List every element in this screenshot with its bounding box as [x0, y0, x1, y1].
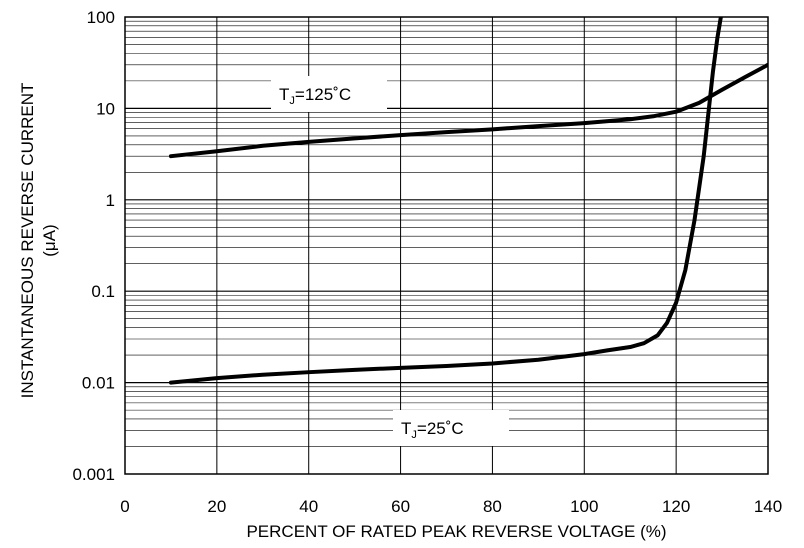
x-tick-labels: 0 20 40 60 80 100 120 140 — [120, 497, 782, 516]
x-tick-label: 80 — [483, 497, 502, 516]
y-tick-label: 0.001 — [72, 465, 115, 484]
x-tick-label: 140 — [754, 497, 782, 516]
x-tick-label: 40 — [299, 497, 318, 516]
series-line-tj-125 — [168, 62, 768, 159]
x-tick-label: 60 — [391, 497, 410, 516]
series-line-tj-25 — [168, 17, 723, 385]
x-tick-label: 100 — [570, 497, 598, 516]
x-tick-label: 20 — [207, 497, 226, 516]
series-label-bg — [271, 76, 387, 112]
series-labels: TJ=125˚C TJ=25˚C — [271, 76, 509, 446]
y-tick-label: 0.01 — [82, 374, 115, 393]
x-axis-title: PERCENT OF RATED PEAK REVERSE VOLTAGE (%… — [246, 522, 666, 541]
x-tick-label: 0 — [120, 497, 129, 516]
y-axis-unit: (μA) — [40, 224, 59, 256]
y-tick-labels: 0.001 0.01 0.1 1 10 100 — [72, 8, 115, 484]
y-axis-title: INSTANTANEOUS REVERSE CURRENT — [18, 83, 37, 399]
series-lines — [168, 17, 768, 385]
grid — [125, 17, 768, 474]
x-tick-label: 120 — [662, 497, 690, 516]
series-label: TJ=125˚C — [279, 85, 351, 107]
series-label: TJ=25˚C — [401, 419, 464, 441]
y-tick-label: 10 — [96, 99, 115, 118]
y-tick-label: 100 — [87, 8, 115, 27]
y-tick-label: 0.1 — [91, 282, 115, 301]
series-label-bg — [393, 410, 509, 446]
y-tick-label: 1 — [106, 191, 115, 210]
plot-frame — [124, 16, 769, 475]
